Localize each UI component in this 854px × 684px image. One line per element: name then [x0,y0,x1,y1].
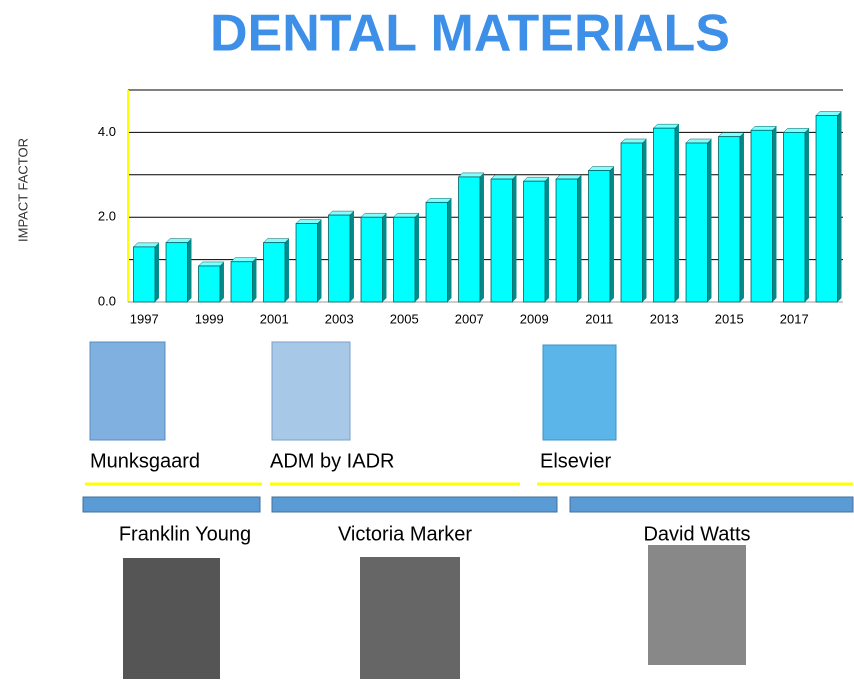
bar [654,128,675,302]
bar [459,177,480,302]
bar-side [642,139,646,302]
x-tick-label: 2017 [780,311,809,326]
bar-side [675,124,679,302]
y-axis-label: IMPACT FACTOR [15,138,30,242]
bar-top [719,133,744,137]
bar-top [491,175,516,179]
bar-side [610,167,614,302]
bar-top [654,124,679,128]
bar [426,202,447,302]
bar-top [426,198,451,202]
bar-side [447,198,451,302]
editor-photo [648,545,746,665]
editor-name: David Watts [643,523,750,545]
bar-side [350,211,354,302]
x-tick-label: 2013 [650,311,679,326]
bar-side [512,175,516,302]
publisher: Elsevier [540,450,611,472]
bar [621,143,642,302]
bar [296,224,317,302]
bar-side [805,128,809,302]
bar [361,217,382,302]
bar-top [589,167,614,171]
bar-top [784,128,809,132]
editor-photo [360,557,460,679]
x-tick-label: 1999 [195,311,224,326]
bar [686,143,707,302]
bar-side [707,139,711,302]
bar-side [415,213,419,302]
bar-top [199,262,224,266]
bar-top [394,213,419,217]
bar-top [621,139,646,143]
bar-top [166,239,191,243]
bar [751,130,772,302]
bar-side [187,239,191,302]
bar [134,247,155,302]
bar-side [252,258,256,302]
x-tick-label: 2009 [520,311,549,326]
bar [394,217,415,302]
bar-top [361,213,386,217]
bar-top [459,173,484,177]
slide-title: DENTAL MATERIALS [210,5,730,63]
cover-image [90,342,165,440]
bar-top [524,177,549,181]
x-tick-label: 1997 [130,311,159,326]
bar-side [480,173,484,302]
bar [524,181,545,302]
bar-top [751,126,776,130]
bar [589,171,610,302]
publisher: Munksgaard [90,450,200,472]
bar [816,115,837,302]
x-tick-label: 2003 [325,311,354,326]
x-tick-label: 2007 [455,311,484,326]
bar [166,243,187,302]
cover-image [272,342,350,440]
bar-top [296,220,321,224]
bar-top [134,243,159,247]
bar [556,179,577,302]
bar-top [686,139,711,143]
cover-image [543,345,616,440]
editor-name: Franklin Young [119,523,251,545]
bar [329,215,350,302]
bar-side [317,220,321,302]
y-tick-label: 0.0 [98,293,116,308]
x-tick-label: 2001 [260,311,289,326]
y-tick-label: 2.0 [98,209,116,224]
bar [264,243,285,302]
editor-name: Victoria Marker [338,523,472,545]
bar [784,132,805,302]
bar-side [382,213,386,302]
bar-top [816,111,841,115]
bar [231,262,252,302]
slide: DENTAL MATERIALS IMPACT FACTOR Munksgaar… [0,0,854,679]
bar-side [285,239,289,302]
bar [491,179,512,302]
y-tick-label: 4.0 [98,124,116,139]
bar-top [231,258,256,262]
era-bar [570,497,853,512]
bar-top [329,211,354,215]
bar-top [556,175,581,179]
publisher: ADM by IADR [270,450,394,472]
bar [719,137,740,302]
bar-top [264,239,289,243]
era-bar [83,497,260,512]
bar-side [545,177,549,302]
bar-side [220,262,224,302]
x-tick-label: 2005 [390,311,419,326]
bar [199,266,220,302]
bar-side [837,111,841,302]
bar-side [577,175,581,302]
x-tick-label: 2015 [715,311,744,326]
editor-photo [123,558,220,679]
bar-side [740,133,744,302]
era-bar [272,497,557,512]
bar-side [772,126,776,302]
bar-side [155,243,159,302]
x-tick-label: 2011 [585,311,613,326]
